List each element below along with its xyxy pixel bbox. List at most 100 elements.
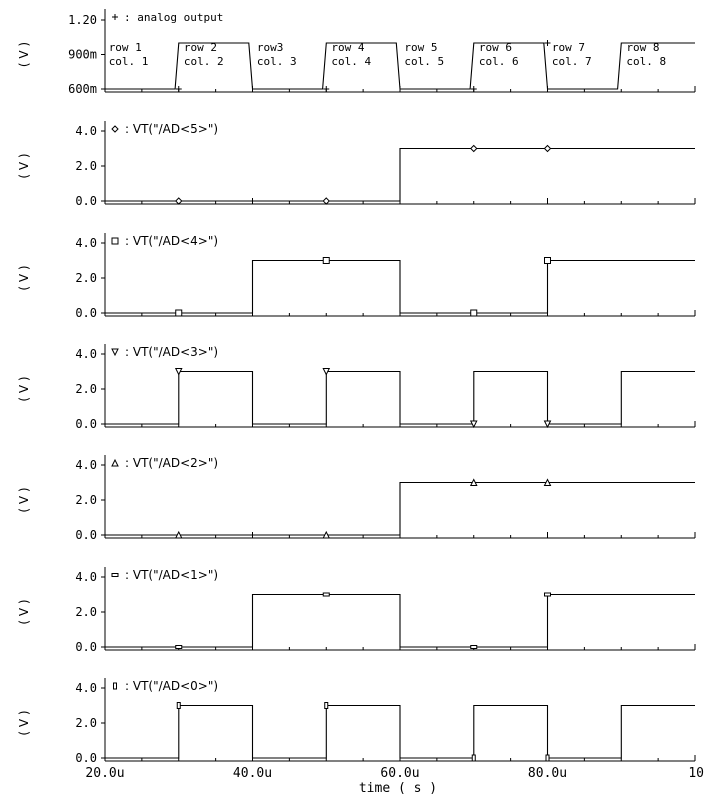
annotation-label: col. 1 bbox=[109, 55, 149, 68]
legend-label: : VT("/AD<4>") bbox=[125, 234, 218, 248]
data-marker bbox=[176, 702, 181, 709]
annotation-label: col. 8 bbox=[626, 55, 666, 68]
y-tick-label: 0.0 bbox=[75, 528, 97, 542]
y-tick-label: 2.0 bbox=[75, 271, 97, 285]
data-marker bbox=[175, 645, 183, 649]
data-marker bbox=[322, 368, 331, 376]
data-marker bbox=[544, 592, 551, 597]
data-marker bbox=[470, 645, 478, 649]
y-tick-label: 2.0 bbox=[75, 716, 97, 730]
legend-label: : VT("/AD<2>") bbox=[125, 456, 218, 470]
data-marker bbox=[111, 125, 119, 133]
y-tick-label: 0.0 bbox=[75, 751, 97, 765]
y-tick-label: 4.0 bbox=[75, 681, 97, 695]
annotation-label: col. 7 bbox=[552, 55, 592, 68]
series-line bbox=[105, 147, 695, 202]
series-line bbox=[105, 370, 695, 425]
data-marker bbox=[470, 144, 478, 153]
series-line bbox=[105, 259, 695, 314]
y-axis-label: ( V ) bbox=[17, 710, 31, 735]
y-axis-label: ( V ) bbox=[17, 265, 31, 290]
y-tick-label: 4.0 bbox=[75, 347, 97, 361]
y-tick-label: 600m bbox=[68, 82, 97, 96]
annotation-label: col. 3 bbox=[257, 55, 297, 68]
y-tick-label: 0.0 bbox=[75, 306, 97, 320]
y-tick-label: 2.0 bbox=[75, 605, 97, 619]
annotation-label: col. 6 bbox=[479, 55, 519, 68]
x-tick-label: 60.0u bbox=[380, 766, 419, 781]
annotation-label: col. 5 bbox=[404, 55, 444, 68]
annotation-label: row 6 bbox=[479, 41, 512, 54]
data-marker bbox=[544, 257, 551, 264]
data-marker bbox=[543, 144, 552, 153]
annotation-label: col. 2 bbox=[184, 55, 224, 68]
panel-1: 4.0 2.0 0.0 ( V ) : VT("/AD<5>") bbox=[17, 121, 696, 208]
annotation-label: row 5 bbox=[404, 41, 437, 54]
data-marker bbox=[469, 478, 478, 486]
y-axis-label: ( V ) bbox=[17, 599, 31, 624]
series-line bbox=[105, 42, 695, 90]
data-marker bbox=[111, 348, 119, 357]
series-line bbox=[105, 593, 695, 648]
annotation-label: row 4 bbox=[331, 41, 364, 54]
panel-2: 4.0 2.0 0.0 ( V ) : VT("/AD<4>") bbox=[17, 233, 696, 320]
y-tick-label: 0.0 bbox=[75, 194, 97, 208]
y-axis-label: ( V ) bbox=[17, 487, 31, 512]
series-line bbox=[105, 704, 695, 759]
data-marker bbox=[324, 702, 329, 709]
data-marker bbox=[174, 368, 183, 376]
data-marker bbox=[471, 754, 476, 762]
data-marker bbox=[175, 309, 183, 317]
data-marker bbox=[322, 257, 330, 264]
x-tick-label: 20.0u bbox=[85, 766, 124, 781]
legend-label: : analog output bbox=[124, 11, 223, 24]
annotation-label: col. 4 bbox=[331, 55, 371, 68]
panel-5: 4.0 2.0 0.0 ( V ) : VT("/AD<1>") bbox=[17, 567, 696, 654]
data-marker bbox=[111, 458, 119, 467]
legend-label: : VT("/AD<0>") bbox=[125, 679, 218, 693]
y-tick-label: 0.0 bbox=[75, 417, 97, 431]
series-line bbox=[105, 481, 695, 536]
data-marker bbox=[113, 682, 117, 690]
legend-label: : VT("/AD<3>") bbox=[125, 345, 218, 359]
annotation-label: row 7 bbox=[552, 41, 585, 54]
data-marker bbox=[322, 592, 330, 597]
data-marker bbox=[322, 530, 331, 539]
x-tick-label: 10 bbox=[688, 766, 704, 781]
y-tick-label: 2.0 bbox=[75, 382, 97, 396]
panel-4: 4.0 2.0 0.0 ( V ) : VT("/AD<2>") bbox=[17, 455, 696, 542]
data-marker bbox=[545, 754, 550, 762]
annotation-label: row 2 bbox=[184, 41, 217, 54]
legend-label: : VT("/AD<1>") bbox=[125, 568, 218, 582]
x-tick-label: 40.0u bbox=[233, 766, 272, 781]
y-tick-label: 4.0 bbox=[75, 236, 97, 250]
annotation-label: row3 bbox=[257, 41, 284, 54]
data-marker bbox=[469, 420, 478, 429]
y-tick-label: 2.0 bbox=[75, 493, 97, 507]
data-marker bbox=[470, 309, 478, 317]
data-marker bbox=[111, 237, 119, 245]
y-axis-label: ( V ) bbox=[17, 42, 31, 67]
y-tick-label: 4.0 bbox=[75, 124, 97, 138]
y-axis-label: ( V ) bbox=[17, 153, 31, 178]
y-tick-label: 900m bbox=[68, 48, 97, 62]
data-marker bbox=[175, 197, 183, 205]
x-tick-label: 80.0u bbox=[528, 766, 567, 781]
data-marker bbox=[543, 478, 552, 486]
data-marker bbox=[174, 530, 183, 539]
annotation-label: row 1 bbox=[109, 41, 142, 54]
panel-6: 4.0 2.0 0.0 ( V ) : VT("/AD<0>") bbox=[17, 678, 696, 765]
y-tick-label: 4.0 bbox=[75, 570, 97, 584]
y-tick-label: 0.0 bbox=[75, 640, 97, 654]
y-tick-label: 4.0 bbox=[75, 458, 97, 472]
data-marker bbox=[111, 573, 119, 577]
data-marker bbox=[543, 420, 552, 429]
data-marker bbox=[322, 197, 330, 205]
panel-3: 4.0 2.0 0.0 ( V ): VT("/AD<3>") bbox=[17, 344, 696, 431]
annotation-label: row 8 bbox=[626, 41, 659, 54]
x-axis-label: time ( s ) bbox=[359, 781, 437, 796]
legend-label: : VT("/AD<5>") bbox=[125, 122, 218, 136]
y-tick-label: 2.0 bbox=[75, 159, 97, 173]
